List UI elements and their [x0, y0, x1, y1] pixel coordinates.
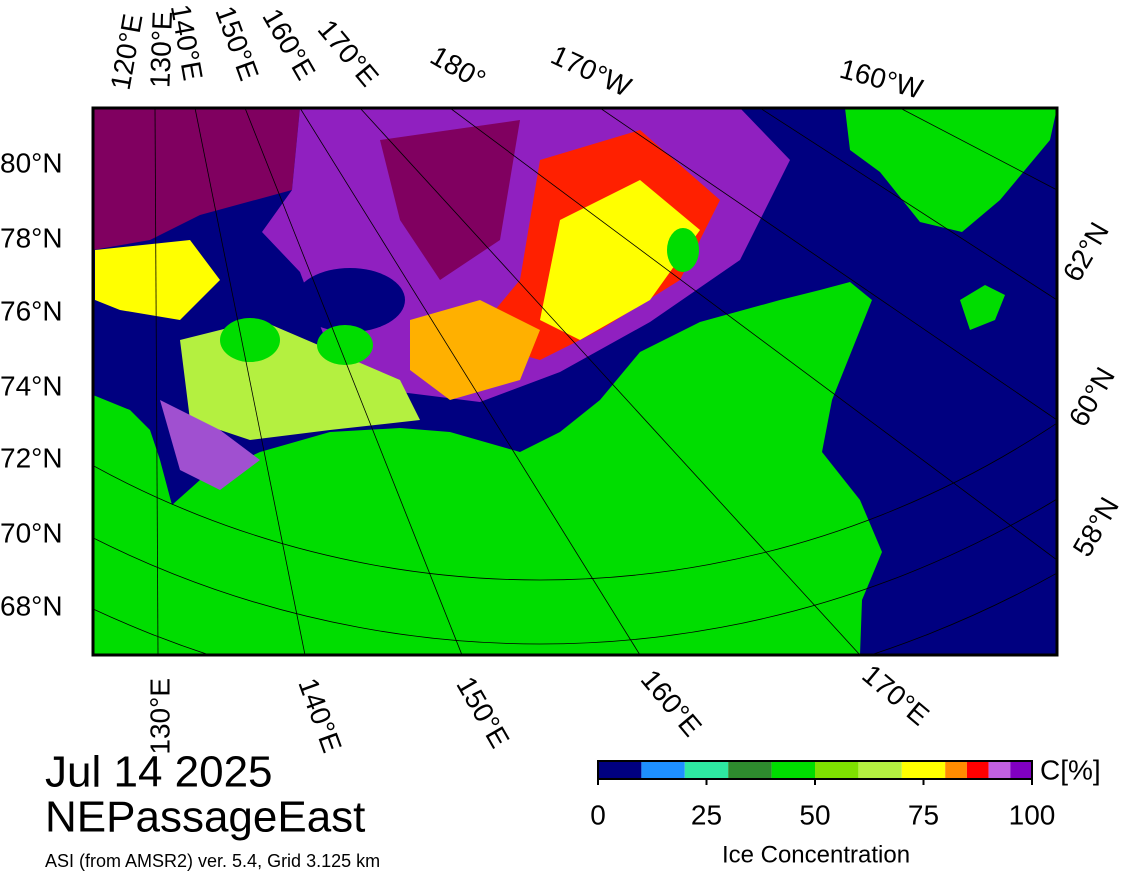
polynya [295, 268, 405, 332]
ice-edge-yellow [540, 180, 700, 340]
meridian [449, 108, 1057, 561]
colorbar-tick-label: 50 [799, 799, 830, 830]
graticule-label: 58°N [1067, 492, 1125, 562]
parallel [93, 498, 1057, 645]
graticule-label: 60°N [1063, 362, 1121, 432]
colorbar-segment [815, 761, 859, 779]
colorbar-segment [945, 761, 967, 779]
graticule-label: 150°E [450, 671, 515, 753]
land-alaska [845, 108, 1057, 232]
meridian [599, 108, 1057, 421]
graticule-label: 78°N [0, 222, 63, 253]
graticule-label: 160°E [256, 3, 321, 85]
colorbar-tick-label: 75 [908, 799, 939, 830]
island [317, 325, 373, 365]
colorbar: 0 25 50 75 100 [590, 760, 1056, 830]
ice-west [95, 240, 220, 320]
map-area [93, 108, 1057, 655]
date: Jul 14 2025 [45, 748, 273, 797]
land [93, 282, 882, 655]
ice-east-siberian [410, 300, 540, 400]
meridian [154, 108, 159, 655]
colorbar-segment [598, 761, 642, 779]
island-wrangel [667, 228, 699, 272]
graticule [93, 108, 1057, 655]
graticule-label: 70°N [0, 517, 63, 548]
source-note: ASI (from AMSR2) ver. 5.4, Grid 3.125 km [45, 851, 380, 871]
meridian [244, 108, 463, 655]
graticule-label: 160°W [837, 53, 927, 105]
graticule-label: 80°N [0, 147, 63, 178]
graticule-label: 140°E [292, 674, 347, 757]
graticule-label: 74°N [0, 370, 63, 401]
graticule-label: 120°E [105, 12, 149, 93]
region: NEPassageEast [45, 793, 365, 842]
map-frame [91, 106, 1059, 657]
graticule-label: 68°N [0, 590, 63, 621]
colorbar-segment [988, 761, 1011, 779]
colorbar-segment [728, 761, 772, 779]
graticule-label: 170°E [856, 659, 935, 732]
island-new-siberian [220, 318, 280, 362]
colorbar-segment [966, 761, 989, 779]
colorbar-tick-label: 25 [691, 799, 722, 830]
colorbar-segment [771, 761, 815, 779]
colorbar-segment [684, 761, 729, 779]
ice-dense [380, 120, 520, 280]
meridian [299, 108, 641, 655]
colorbar-segment [1010, 761, 1032, 779]
colorbar-segment [901, 761, 946, 779]
meridian [899, 108, 1057, 191]
graticule-label: 170°E [312, 14, 385, 93]
graticule-label: 180° [425, 40, 491, 96]
ice-coastal-purple [160, 400, 260, 490]
graticule-label: 62°N [1057, 217, 1115, 287]
colorbar-unit: C[%] [1040, 754, 1101, 785]
colorbar-segment [858, 761, 902, 779]
colorbar-tick-label: 0 [590, 799, 606, 830]
graticule-label: 170°W [546, 39, 636, 103]
graticule-label: 76°N [0, 295, 63, 326]
meridian [194, 108, 306, 655]
parallel [93, 422, 1057, 581]
meridian [359, 108, 861, 655]
colorbar-segment [641, 761, 685, 779]
colorbar-tick-label: 100 [1009, 799, 1056, 830]
colorbar-title: Ice Concentration [722, 841, 910, 868]
graticule-label: 130°E [144, 678, 175, 755]
graticule-label: 160°E [635, 664, 708, 743]
graticule-label: 150°E [209, 2, 264, 85]
island [960, 285, 1005, 330]
graticule-label: 72°N [0, 442, 63, 473]
ice-thick [93, 108, 300, 250]
meridian [759, 108, 1057, 301]
graticule-label: 130°E [144, 11, 178, 89]
